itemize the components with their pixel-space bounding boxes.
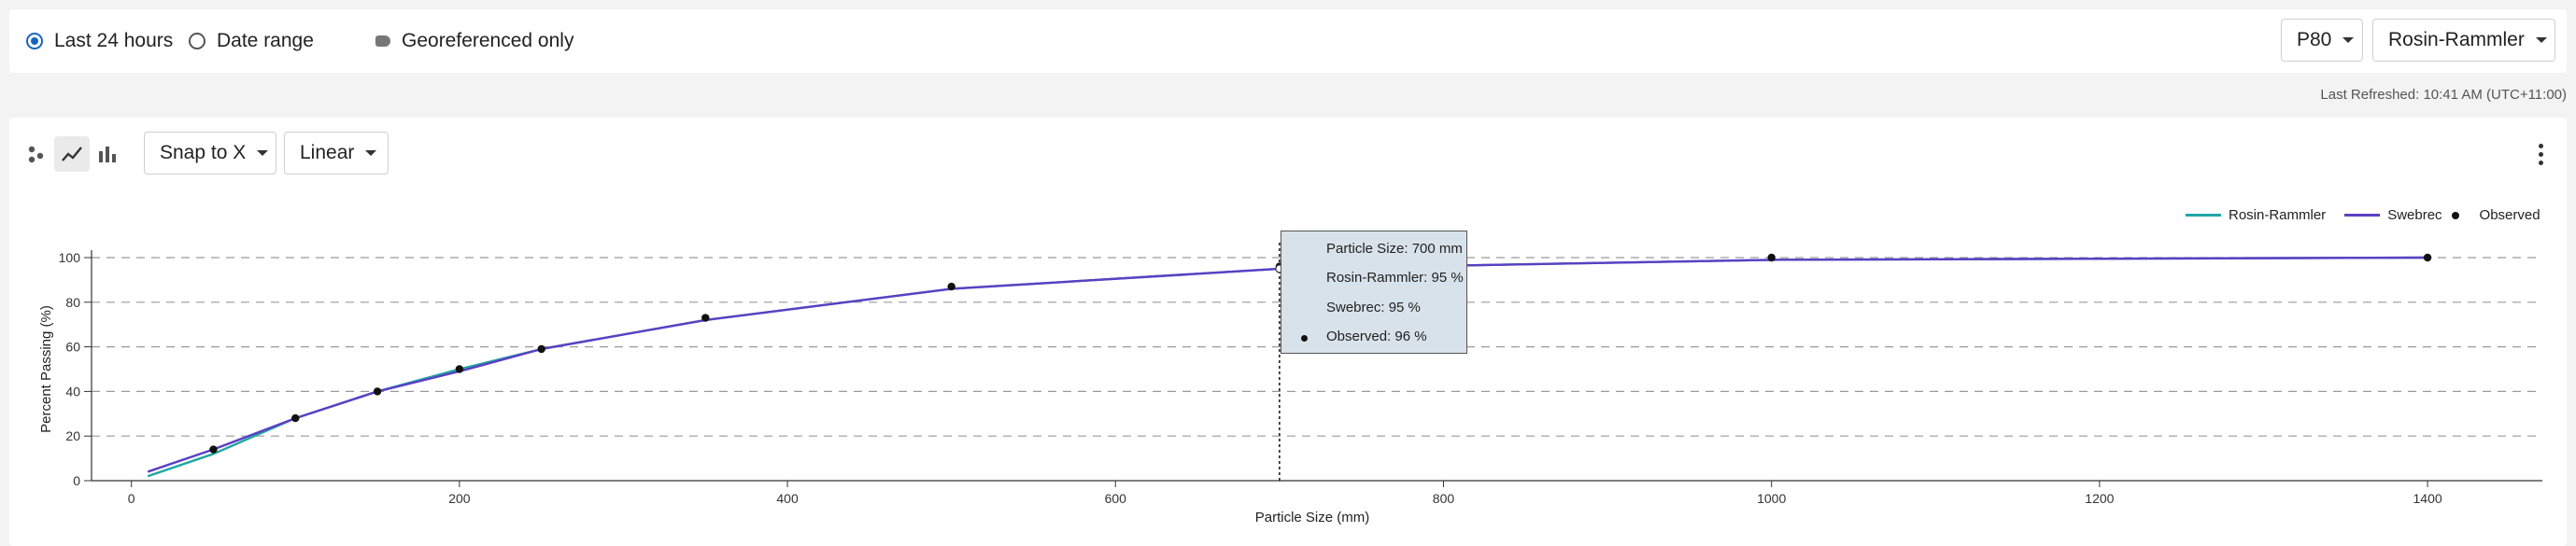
more-options-icon[interactable] [2539,144,2544,169]
georeferenced-toggle[interactable]: Georeferenced only [375,28,573,54]
line-view-button[interactable] [54,136,90,172]
line-chart-icon [62,147,82,161]
legend-line-icon [2186,214,2221,217]
model-value: Rosin-Rammler [2388,29,2525,50]
tooltip-rosin: Rosin-Rammler: 95 % [1326,270,1464,286]
legend: Rosin-Rammler Swebrec Observed [2186,207,2541,223]
snap-select[interactable]: Snap to X [144,132,276,175]
last-refreshed: Last Refreshed: 10:41 AM (UTC+11:00) [2320,87,2567,103]
snap-value: Snap to X [160,142,247,163]
legend-dot-icon [2451,211,2459,219]
chevron-down-icon [365,150,377,156]
radio-last-24-hours-label: Last 24 hours [54,30,174,51]
radio-last-24-hours[interactable]: Last 24 hours [26,28,173,54]
legend-line-icon [2344,214,2381,217]
tooltip-observed: Observed: 96 % [1326,329,1427,344]
model-select[interactable]: Rosin-Rammler [2372,19,2555,62]
legend-label: Observed [2479,207,2541,223]
chevron-down-icon [2342,37,2355,43]
radio-date-range-label: Date range [217,30,314,51]
radio-unselected-icon [189,33,205,49]
scale-value: Linear [300,142,355,163]
observed-dot-icon [1301,335,1308,342]
legend-label: Rosin-Rammler [2229,207,2327,223]
bar-chart-icon [99,147,116,162]
radio-selected-icon [26,33,43,49]
tooltip-particle-size: Particle Size: 700 mm [1326,241,1463,257]
legend-label: Swebrec [2387,207,2442,223]
bar-view-button[interactable] [90,136,125,172]
filter-bar: Last 24 hours Date range Georeferenced o… [9,9,2567,73]
scatter-view-button[interactable] [19,136,54,172]
percentile-value: P80 [2297,29,2332,50]
tooltip-swebrec: Swebrec: 95 % [1326,300,1421,315]
chart-tooltip: Particle Size: 700 mm Rosin-Rammler: 95 … [1281,231,1467,354]
toggle-icon [375,35,390,47]
georeferenced-label: Georeferenced only [402,30,574,51]
chevron-down-icon [2535,37,2547,43]
scatter-icon [28,146,44,163]
radio-date-range[interactable]: Date range [189,28,314,54]
percentile-select[interactable]: P80 [2281,19,2363,62]
chevron-down-icon [257,150,269,156]
scale-select[interactable]: Linear [284,132,389,175]
